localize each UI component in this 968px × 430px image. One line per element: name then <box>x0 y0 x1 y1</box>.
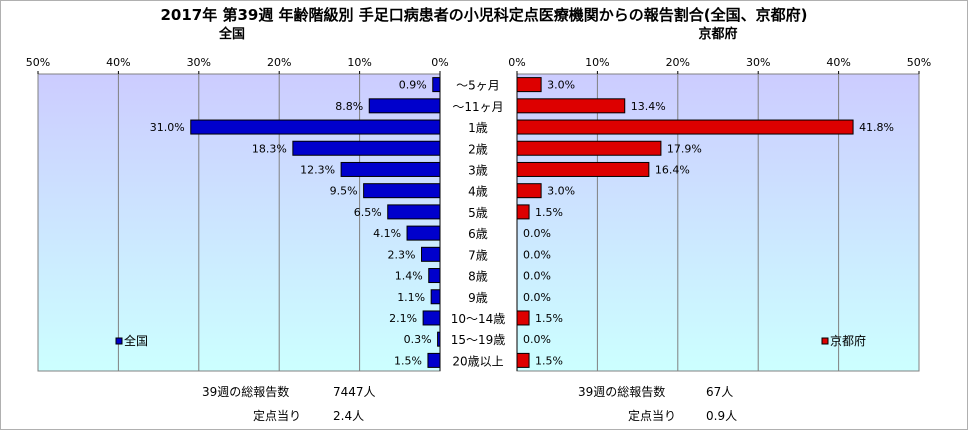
tick-label-left: 30% <box>187 56 211 69</box>
category-label: 1歳 <box>468 121 488 135</box>
data-label-left: 1.1% <box>397 291 425 304</box>
bar-left <box>428 268 441 284</box>
footer-left-total-value: 7447人 <box>333 385 376 399</box>
data-label-left: 0.3% <box>404 333 432 346</box>
footer-right-total-value: 67人 <box>706 385 733 399</box>
bar-right <box>516 352 530 368</box>
bar-left <box>406 225 441 241</box>
data-label-right: 3.0% <box>547 79 575 92</box>
category-label: ～5ヶ月 <box>456 79 500 93</box>
tick-label-left: 40% <box>106 56 130 69</box>
tick-label-right: 20% <box>666 56 690 69</box>
data-label-right: 16.4% <box>655 163 690 176</box>
tick-label-right: 30% <box>746 56 770 69</box>
bar-right <box>516 310 530 326</box>
data-label-left: 2.3% <box>388 248 416 261</box>
panel-label-right: 京都府 <box>698 26 737 42</box>
bar-left <box>421 246 441 262</box>
data-label-right: 0.0% <box>523 270 551 283</box>
data-label-left: 12.3% <box>300 163 335 176</box>
bar-right <box>516 119 854 135</box>
category-label: 3歳 <box>468 163 488 177</box>
data-label-left: 4.1% <box>373 227 401 240</box>
category-label: 15～19歳 <box>451 333 506 347</box>
category-label: 10～14歳 <box>451 312 506 326</box>
panel-label-left: 全国 <box>218 26 245 42</box>
category-label: ～11ヶ月 <box>452 100 503 114</box>
footer-right-per-label: 定点当り <box>628 408 676 423</box>
data-label-right: 3.0% <box>547 185 575 198</box>
bar-left <box>432 77 441 93</box>
data-label-left: 2.1% <box>389 312 417 325</box>
legend-swatch-right <box>821 337 829 345</box>
data-label-right: 13.4% <box>631 100 666 113</box>
data-label-left: 1.4% <box>395 270 423 283</box>
bar-right <box>516 183 542 199</box>
bar-right <box>516 98 626 114</box>
category-label: 4歳 <box>468 185 488 199</box>
legend-swatch-left <box>115 337 123 345</box>
data-label-right: 0.0% <box>523 227 551 240</box>
tick-label-left: 10% <box>347 56 371 69</box>
bar-left <box>437 331 441 347</box>
tick-label-right: 0% <box>508 56 525 69</box>
data-label-left: 31.0% <box>150 121 185 134</box>
footer-right-per-value: 0.9人 <box>706 409 737 423</box>
plot-area-left <box>37 73 441 372</box>
data-label-left: 1.5% <box>394 354 422 367</box>
chart-title: 2017年 第39週 年齢階級別 手足口病患者の小児科定点医療機関からの報告割合… <box>160 6 807 24</box>
bar-right <box>516 161 650 177</box>
bar-left <box>427 352 441 368</box>
footer-left-total-label: 39週の総報告数 <box>202 384 289 399</box>
tick-label-left: 20% <box>267 56 291 69</box>
footer-right-total-label: 39週の総報告数 <box>578 384 665 399</box>
data-label-left: 6.5% <box>354 206 382 219</box>
data-label-right: 1.5% <box>535 354 563 367</box>
data-label-left: 8.8% <box>335 100 363 113</box>
category-label: 9歳 <box>468 291 488 305</box>
data-label-right: 0.0% <box>523 248 551 261</box>
tick-label-left: 50% <box>26 56 50 69</box>
data-label-right: 1.5% <box>535 206 563 219</box>
bar-left <box>363 183 441 199</box>
category-label: 2歳 <box>468 142 488 156</box>
bar-left <box>368 98 441 114</box>
legend-label-left: 全国 <box>124 333 148 348</box>
data-label-right: 0.0% <box>523 333 551 346</box>
tick-label-left: 0% <box>431 56 448 69</box>
category-label: 5歳 <box>468 206 488 220</box>
data-label-right: 41.8% <box>859 121 894 134</box>
bar-left <box>422 310 441 326</box>
bar-right <box>516 77 542 93</box>
tick-label-right: 40% <box>826 56 850 69</box>
data-label-left: 0.9% <box>399 79 427 92</box>
bar-left <box>430 289 441 305</box>
plot-area-right <box>516 73 920 372</box>
bar-right <box>516 140 662 156</box>
data-label-right: 1.5% <box>535 312 563 325</box>
category-label: 20歳以上 <box>452 354 503 368</box>
legend-label-right: 京都府 <box>830 333 866 348</box>
tick-label-right: 10% <box>585 56 609 69</box>
bar-left <box>340 161 441 177</box>
data-label-right: 17.9% <box>667 142 702 155</box>
footer-left-per-label: 定点当り <box>253 408 301 423</box>
category-label: 7歳 <box>468 248 488 262</box>
tick-label-right: 50% <box>907 56 931 69</box>
category-label: 8歳 <box>468 270 488 284</box>
data-label-right: 0.0% <box>523 291 551 304</box>
bar-left <box>292 140 441 156</box>
category-label: 6歳 <box>468 227 488 241</box>
footer-left-per-value: 2.4人 <box>333 409 364 423</box>
bar-left <box>387 204 441 220</box>
bar-left <box>190 119 441 135</box>
data-label-left: 9.5% <box>330 185 358 198</box>
bar-right <box>516 204 530 220</box>
data-label-left: 18.3% <box>252 142 287 155</box>
